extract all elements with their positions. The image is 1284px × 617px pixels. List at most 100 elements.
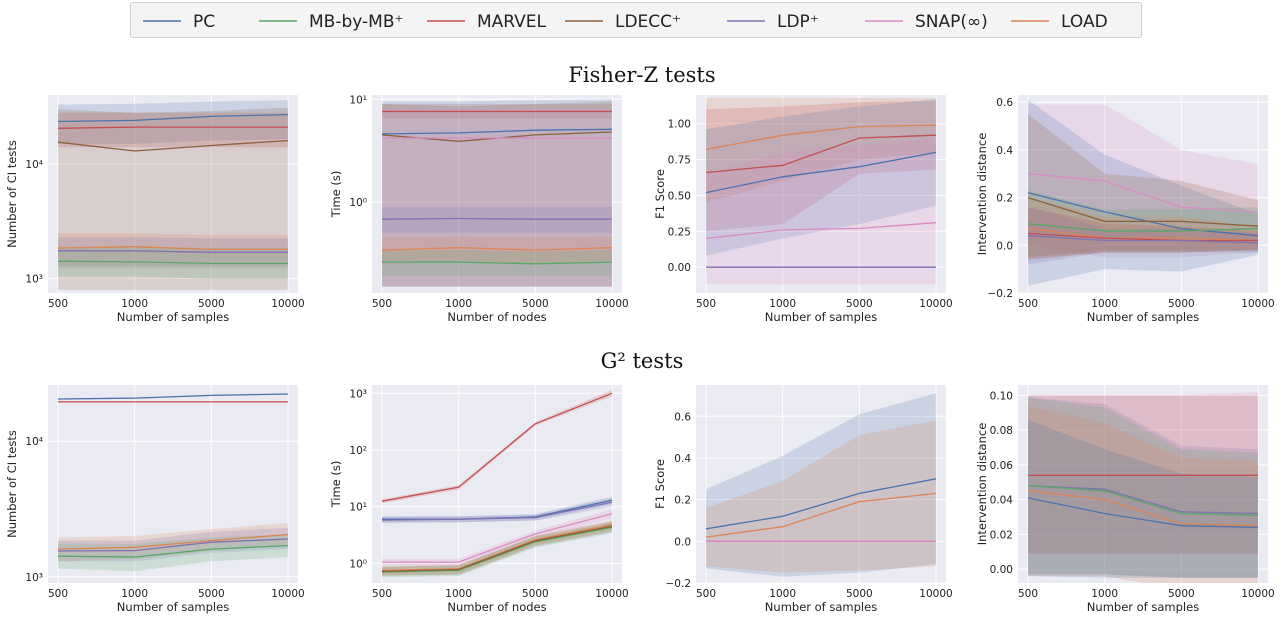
x-tick-label: 10000 bbox=[1241, 298, 1274, 310]
x-tick-label: 5000 bbox=[846, 588, 873, 600]
legend: PC MB-by-MB⁺ MARVEL LDECC⁺ LDP⁺ SNAP(∞) LOAD bbox=[130, 2, 1142, 38]
y-axis-label: Number of CI tests bbox=[5, 140, 19, 248]
y-axis-label: Time (s) bbox=[329, 461, 343, 509]
line-marvel bbox=[381, 392, 613, 502]
x-tick-label: 500 bbox=[372, 588, 392, 600]
line-ldecc bbox=[381, 525, 613, 573]
x-tick-label: 1000 bbox=[121, 298, 148, 310]
line-pc bbox=[705, 478, 937, 530]
legend-label-pc: PC bbox=[193, 12, 215, 32]
x-axis-label: Number of samples bbox=[765, 600, 877, 614]
band-pc bbox=[58, 100, 288, 144]
band-ldp bbox=[58, 237, 288, 268]
band-ldecc bbox=[1028, 114, 1258, 258]
x-tick-label: 500 bbox=[48, 298, 68, 310]
x-tick-label: 500 bbox=[696, 298, 716, 310]
x-tick-label: 1000 bbox=[121, 588, 148, 600]
y-tick-label: 0.50 bbox=[668, 190, 691, 202]
line-snap bbox=[705, 222, 937, 240]
panel-6: 500 1000 5000 10000 10⁰ 10¹ 10² 10³ Number of no… bbox=[329, 385, 629, 614]
line-ldp bbox=[1027, 235, 1259, 244]
y-tick-label: 0.00 bbox=[668, 262, 691, 274]
x-tick-label: 1000 bbox=[445, 298, 472, 310]
x-tick-label: 5000 bbox=[198, 298, 225, 310]
line-load bbox=[57, 246, 288, 251]
band-pc bbox=[1028, 419, 1258, 578]
series-layer bbox=[705, 97, 937, 285]
plot-area bbox=[372, 95, 622, 293]
x-tick-label: 500 bbox=[48, 588, 68, 600]
x-tick-label: 5000 bbox=[198, 588, 225, 600]
y-tick-label: 10³ bbox=[25, 572, 43, 584]
band-snap bbox=[382, 509, 612, 566]
line-mb-by-mb bbox=[381, 526, 613, 573]
x-tick-label: 500 bbox=[372, 298, 392, 310]
y-tick-label: 0.2 bbox=[996, 193, 1013, 205]
series-layer bbox=[1027, 99, 1259, 286]
line-load bbox=[381, 246, 613, 251]
y-tick-label: 0.4 bbox=[996, 145, 1013, 157]
band-pc bbox=[706, 393, 936, 577]
series-layer bbox=[381, 99, 613, 287]
y-tick-label: 10¹ bbox=[349, 94, 367, 106]
x-tick-label: 10000 bbox=[271, 298, 304, 310]
legend-label-ldecc: LDECC⁺ bbox=[615, 12, 681, 32]
x-tick-label: 500 bbox=[1018, 588, 1038, 600]
line-snap bbox=[382, 513, 613, 563]
line-pc bbox=[1027, 497, 1259, 529]
line-mb-by-mb bbox=[1027, 485, 1259, 516]
band-load bbox=[58, 522, 288, 562]
panel-2: 500 1000 5000 10000 10⁰ 10¹ Number of nodes Tim… bbox=[329, 94, 629, 324]
y-axis-label: F1 Score bbox=[653, 459, 667, 509]
x-tick-label: 10000 bbox=[595, 588, 628, 600]
y-axis-label: Time (s) bbox=[329, 171, 343, 219]
band-load bbox=[382, 520, 612, 576]
x-axis-label: Number of nodes bbox=[447, 600, 546, 614]
line-mb-by-mb bbox=[1027, 223, 1259, 232]
panel-8: 500 1000 5000 10000 0.00 0.02 0.04 0.06 0.08 0.10… bbox=[975, 385, 1275, 614]
x-axis-label: Number of nodes bbox=[447, 310, 546, 324]
x-tick-label: 5000 bbox=[522, 298, 549, 310]
line-load bbox=[705, 492, 937, 538]
section-title-g2: G² tests bbox=[600, 349, 684, 373]
legend-entries: PC MB-by-MB⁺ MARVEL LDECC⁺ LDP⁺ SNAP(∞) LOAD bbox=[143, 12, 1108, 32]
line-marvel bbox=[705, 134, 937, 174]
y-tick-label: 0.6 bbox=[674, 411, 691, 423]
x-axis-label: Number of samples bbox=[765, 310, 877, 324]
band-ldp bbox=[382, 498, 612, 524]
y-tick-label: 0.75 bbox=[668, 155, 691, 167]
band-marvel bbox=[58, 112, 288, 148]
x-tick-label: 10000 bbox=[271, 588, 304, 600]
legend-label-load: LOAD bbox=[1061, 12, 1108, 32]
line-load bbox=[1027, 227, 1259, 242]
line-ldp bbox=[381, 501, 613, 521]
panel-3: 500 1000 5000 10000 0.00 0.25 0.50 0.75 1.00 Numb… bbox=[653, 95, 953, 324]
band-load bbox=[1028, 197, 1258, 260]
panel-7: 500 1000 5000 10000 −0.2 0.0 0.2 0.4 0.6 Number o… bbox=[653, 385, 953, 614]
band-snap bbox=[1028, 391, 1258, 554]
y-tick-label: 0.0 bbox=[996, 240, 1013, 252]
legend-label-marvel: MARVEL bbox=[477, 12, 547, 32]
y-tick-label: 0.04 bbox=[990, 495, 1014, 507]
line-mb-by-mb bbox=[382, 261, 613, 265]
x-tick-label: 1000 bbox=[1091, 588, 1118, 600]
x-tick-label: 5000 bbox=[522, 588, 549, 600]
legend-label-mb-by-mb: MB-by-MB⁺ bbox=[309, 12, 403, 32]
line-ldp bbox=[57, 538, 289, 552]
x-tick-label: 10000 bbox=[919, 298, 952, 310]
y-tick-label: 10⁴ bbox=[25, 159, 43, 171]
section-title-fisher-z: Fisher-Z tests bbox=[568, 63, 716, 87]
line-load bbox=[57, 533, 289, 550]
line-ldp bbox=[1027, 485, 1259, 515]
line-mb-by-mb bbox=[57, 544, 289, 558]
x-tick-label: 1000 bbox=[769, 588, 796, 600]
band-ldecc bbox=[382, 521, 612, 576]
y-axis-label: Intervention distance bbox=[975, 423, 989, 546]
y-tick-label: 0.08 bbox=[990, 425, 1013, 437]
band-marvel bbox=[1028, 207, 1258, 260]
x-tick-label: 10000 bbox=[595, 298, 628, 310]
x-tick-label: 1000 bbox=[445, 588, 472, 600]
line-mb-by-mb bbox=[57, 260, 288, 265]
legend-label-snap: SNAP(∞) bbox=[915, 12, 988, 32]
